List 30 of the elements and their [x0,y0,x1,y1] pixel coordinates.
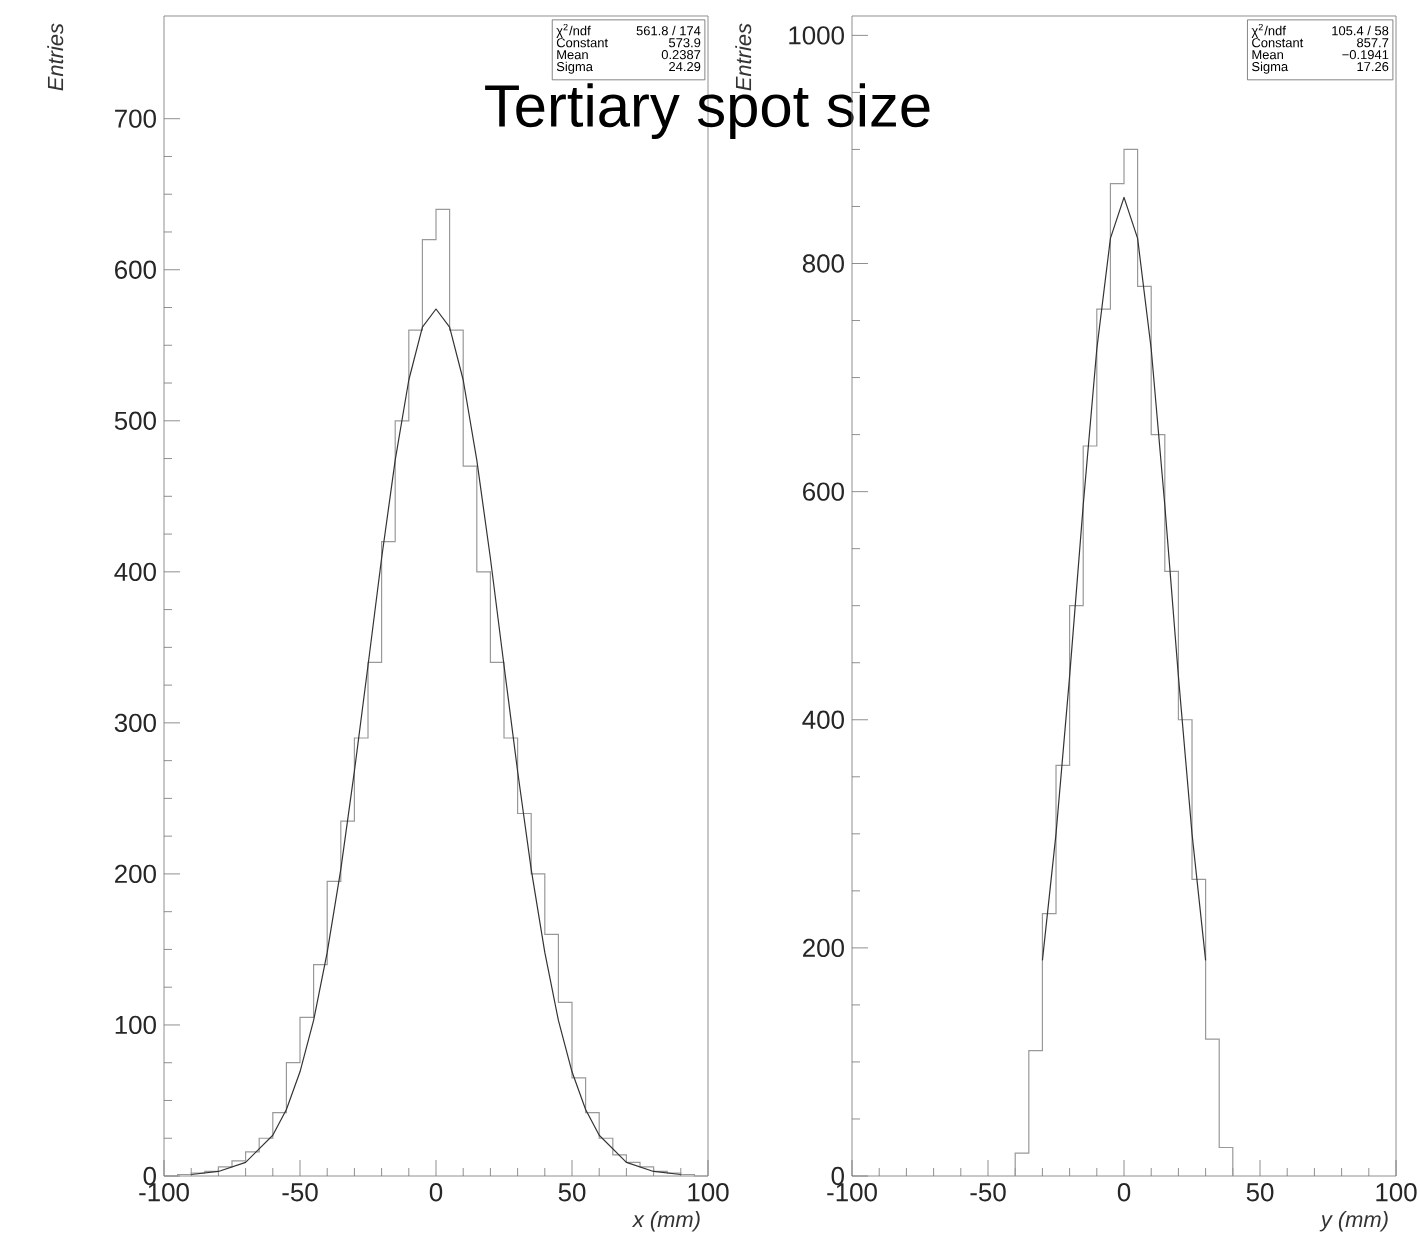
y-tick-label: 700 [115,109,156,128]
y-tick-label: 400 [802,710,844,729]
x-tick-label: 100 [688,1183,729,1202]
y-tick-label: 200 [115,864,156,884]
x-tick-label: 100 [1376,1183,1417,1202]
y-tick-label: 300 [114,713,156,733]
line-series [1041,196,1207,962]
x-tick-label: 0 [1117,1183,1131,1202]
line-series [190,308,682,1176]
x-tick-label: -100 [827,1183,877,1202]
y-tick-label: 1000 [789,26,844,45]
y-tick-label: 500 [114,411,156,430]
x-tick-label: 0 [429,1183,443,1202]
x-tick-label: -100 [139,1183,189,1202]
y-tick-label: 200 [803,938,844,958]
y-tick-label: 600 [115,260,156,279]
x-tick-label: -50 [282,1183,318,1202]
y-tick-label: 100 [115,1015,156,1035]
y-axis-title: Entries [735,23,752,91]
y-tick-label: 600 [803,482,844,501]
y-tick-label: 0 [831,1166,844,1186]
x-tick-label: 50 [558,1183,586,1202]
x-tick-label: -50 [970,1183,1006,1202]
x-axis-title: x (mm) [631,1211,700,1232]
x-tick-label: 50 [1246,1183,1274,1202]
y-tick-label: 0 [143,1166,156,1186]
y-tick-label: 800 [802,254,844,273]
y-axis-title: Entries [47,23,64,91]
x-axis-title: y (mm) [1319,1211,1388,1232]
y-tick-label: 400 [114,562,156,581]
